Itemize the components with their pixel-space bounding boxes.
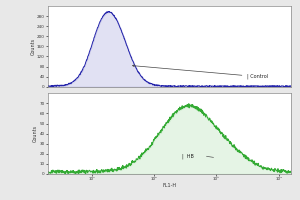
- Text: |  HB: | HB: [182, 153, 194, 159]
- Text: | Control: | Control: [133, 65, 268, 79]
- Y-axis label: Counts: Counts: [33, 125, 38, 142]
- X-axis label: FL1-H: FL1-H: [162, 183, 177, 188]
- Y-axis label: Counts: Counts: [30, 38, 35, 55]
